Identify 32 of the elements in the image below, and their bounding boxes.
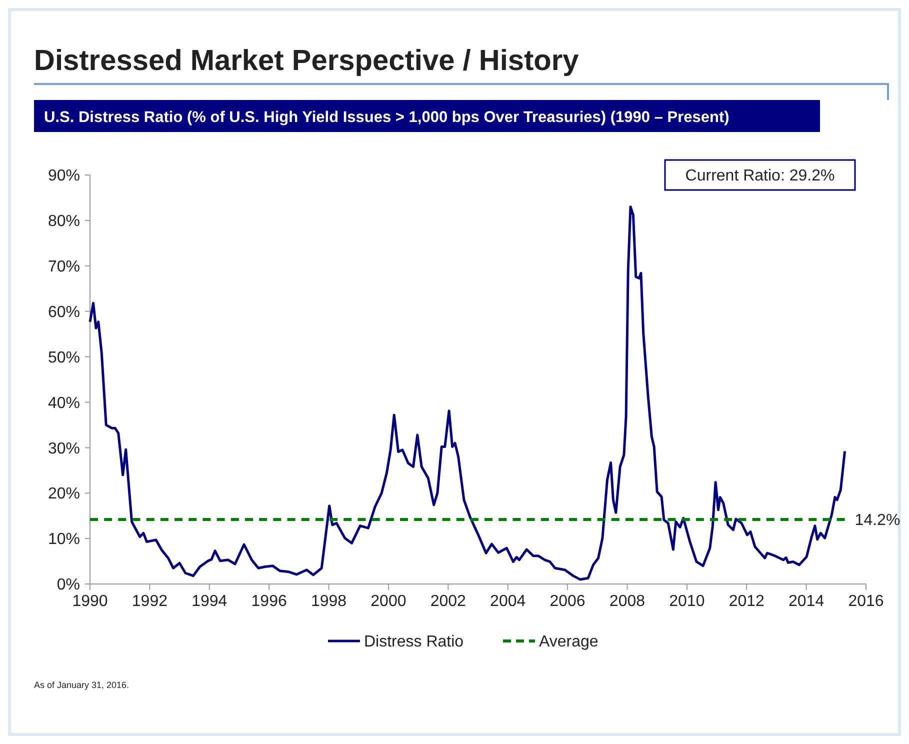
y-tick-label: 0% xyxy=(56,576,80,594)
x-tick-label: 1994 xyxy=(192,593,228,610)
annotation: 14.2% xyxy=(854,512,900,530)
x-tick-label: 2006 xyxy=(550,593,586,610)
x-tick-label: 2004 xyxy=(490,593,526,610)
y-tick-label: 80% xyxy=(48,213,80,230)
x-tick-label: 2012 xyxy=(728,593,765,610)
annotation: Current Ratio: 29.2% xyxy=(685,168,835,185)
x-tick-label: 2000 xyxy=(370,593,406,610)
x-tick-label: 2014 xyxy=(788,593,824,610)
x-tick-label: 2002 xyxy=(430,593,466,610)
y-tick-label: 90% xyxy=(48,168,80,185)
x-tick-label: 2016 xyxy=(848,593,884,610)
x-tick-label: 2008 xyxy=(609,593,646,610)
legend-label: Average xyxy=(539,634,598,651)
y-tick-label: 10% xyxy=(48,531,80,548)
y-tick-label: 40% xyxy=(48,394,80,412)
y-tick-label: 70% xyxy=(48,258,80,276)
y-tick-label: 30% xyxy=(48,440,80,458)
x-tick-label: 1990 xyxy=(72,593,108,610)
x-tick-label: 1992 xyxy=(132,593,168,610)
y-tick-label: 50% xyxy=(48,349,80,366)
chart-title: Distressed Market Perspective / History xyxy=(34,45,579,77)
chart-subtitle: U.S. Distress Ratio (% of U.S. High Yield Issues > 1,000 bps Over Treasuries) (1990 – Present) xyxy=(44,109,730,126)
line-series xyxy=(88,206,846,581)
x-tick-label: 1996 xyxy=(251,593,287,610)
x-tick-label: 1998 xyxy=(310,593,347,610)
x-tick-label: 2010 xyxy=(669,593,705,610)
y-tick-label: 60% xyxy=(48,304,80,321)
text: As of January 31, 2016. xyxy=(34,680,130,690)
y-tick-label: 20% xyxy=(48,486,80,503)
legend-label: Distress Ratio xyxy=(364,634,464,651)
